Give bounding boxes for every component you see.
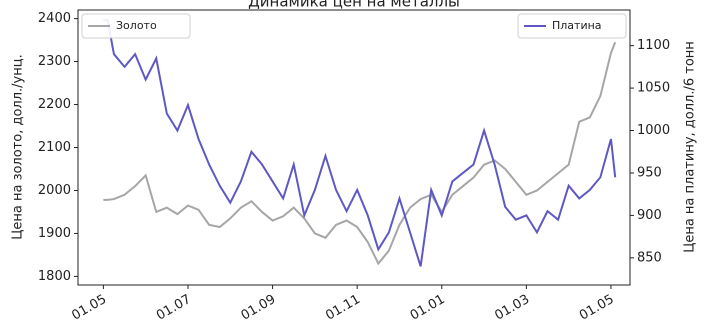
legend-label: Платина [552, 19, 602, 32]
x-tick-label: 01.11 [323, 292, 363, 322]
x-tick-label: 01.03 [492, 292, 532, 322]
y2-tick-label: 1100 [637, 38, 670, 53]
y-tick-label: 2400 [38, 11, 71, 26]
y-tick-label: 2200 [38, 97, 71, 112]
y2-tick-label: 1050 [637, 81, 670, 96]
y-tick-label: 2100 [38, 140, 71, 155]
y2-tick-label: 950 [637, 165, 662, 180]
legend-label: Золото [116, 19, 157, 32]
y2-tick-label: 850 [637, 250, 662, 265]
y2-tick-label: 900 [637, 208, 662, 223]
legend-box [517, 13, 627, 39]
legend-box [81, 13, 191, 39]
x-tick-label: 01.07 [154, 292, 194, 322]
y-axis-label: Цена на золото, долл./унц. [11, 54, 26, 239]
y-tick-label: 1800 [38, 269, 71, 284]
chart-title: Динамика цен на металлы [248, 0, 460, 11]
x-tick-label: 01.09 [239, 292, 279, 322]
y-tick-label: 1900 [38, 226, 71, 241]
x-tick-label: 01.05 [69, 292, 109, 322]
y-tick-label: 2300 [38, 54, 71, 69]
x-tick-label: 01.05 [577, 292, 617, 322]
line-series [103, 41, 617, 266]
y2-axis-label: Цена на платину, долл./6 тонн [683, 41, 698, 253]
y2-tick-label: 1000 [637, 123, 670, 138]
line-series [103, 19, 617, 267]
x-tick-label: 01.01 [408, 292, 448, 322]
plot-frame [77, 9, 631, 286]
y-tick-label: 2000 [38, 183, 71, 198]
